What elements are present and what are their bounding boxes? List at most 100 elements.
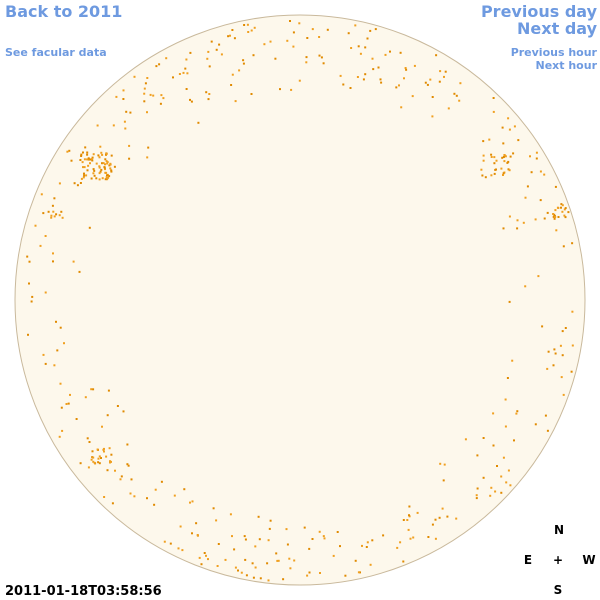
facula [501,126,504,129]
facula [159,102,162,105]
facula [234,100,237,103]
back-link[interactable]: Back to 2011 [5,2,122,21]
facula [342,83,345,86]
facula [439,70,442,73]
facula [406,519,409,521]
previous-hour-link[interactable]: Previous hour [511,46,598,59]
facula [339,545,341,548]
facula [105,455,108,458]
facula [553,213,556,216]
facula [257,515,260,518]
facula [495,159,498,162]
facula [490,156,493,158]
facula [185,88,188,90]
facula [567,211,570,214]
facula [229,513,232,516]
facula [377,66,380,69]
facula [413,64,416,67]
facula [243,24,246,26]
facula [365,546,368,548]
facula [34,224,37,227]
facula [561,354,564,357]
facula [459,82,462,85]
next-hour-link[interactable]: Next hour [536,59,598,72]
facula [563,208,566,211]
facula [205,554,207,557]
facula [52,252,54,255]
next-day-link[interactable]: Next day [517,19,598,38]
facula [169,542,172,545]
facula [63,342,65,345]
facula [455,517,458,520]
facula [105,171,108,174]
facula [97,154,100,157]
facula [482,476,485,479]
facula [434,537,437,540]
facula [56,349,59,352]
facula [95,177,98,180]
facula [143,92,146,95]
facula [517,139,520,142]
facula [103,166,106,169]
facula [322,62,325,65]
facula [504,155,507,158]
facula [108,164,111,167]
facula [53,364,56,367]
facula [61,216,64,219]
facula [108,175,111,178]
facula [505,481,508,484]
facula [104,178,107,181]
facula [129,492,132,495]
facula [553,217,556,220]
facula [58,214,61,217]
previous-day-link[interactable]: Previous day [481,2,598,21]
facula [66,150,69,153]
facula [268,527,271,530]
facula [408,515,411,518]
facula [103,496,106,498]
facula [154,488,157,491]
facula [441,507,444,510]
facula [447,107,450,110]
facula [564,216,567,219]
facula [267,539,270,542]
facula [559,344,562,347]
facula [503,160,506,163]
facula [83,166,86,169]
facula [110,170,113,173]
facula [522,221,525,224]
facula [293,559,296,562]
facula [240,571,243,574]
facula [382,534,385,537]
facula [503,154,506,156]
facula [482,140,485,143]
facula [72,260,75,263]
facula [231,29,234,31]
facula [53,215,56,218]
facula [58,182,61,185]
facula [183,488,186,491]
facula [426,83,429,86]
facula [496,465,498,467]
facula [42,212,45,215]
facula [93,461,96,464]
facula [181,549,184,552]
facula [92,460,95,463]
facula [191,500,194,503]
facula [189,51,192,54]
facula [98,178,101,181]
facula [98,165,101,168]
facula [230,84,233,86]
facula [109,461,111,464]
facula [50,216,53,219]
facular-link[interactable]: See facular data [5,46,107,59]
facula [50,214,53,217]
facula [336,531,339,533]
facula [555,229,558,232]
facula [122,98,125,100]
facula [103,447,105,450]
facula [93,174,96,177]
facula [290,88,293,91]
facula [493,156,496,159]
